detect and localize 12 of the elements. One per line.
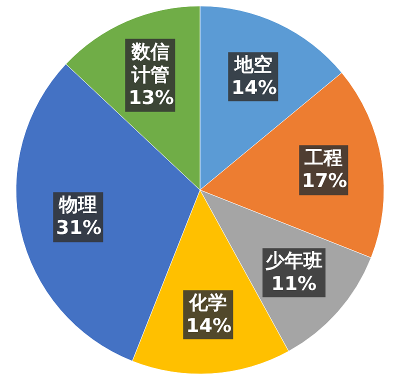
slice-label: 物理 [58,194,98,218]
slice-label: 地空 [233,54,274,77]
data-label: 14% [231,76,277,100]
data-label: 31% [56,217,102,240]
data-label: 14% [186,314,232,338]
data-label: 17% [302,170,348,194]
data-label: 11% [270,272,318,296]
slice-label: 少年班 [265,250,322,273]
data-label: 13% [128,86,174,110]
slice-label: 数信计管 [130,40,170,87]
slice-label: 工程 [304,148,344,170]
slice-label: 化学 [188,292,228,315]
